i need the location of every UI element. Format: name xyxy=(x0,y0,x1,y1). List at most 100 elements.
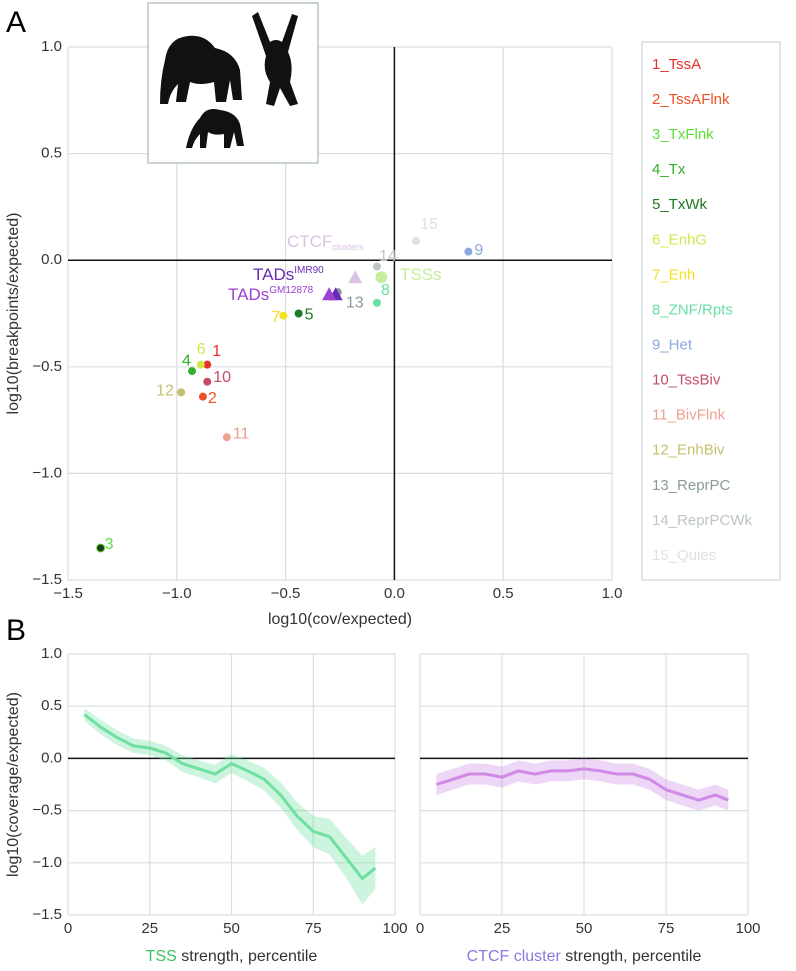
point-label: 7 xyxy=(271,309,280,326)
point-label: 6 xyxy=(197,341,206,358)
panel-label: B xyxy=(6,614,26,647)
legend-label: 15_Quies xyxy=(652,547,716,564)
feature-label-sub: clusters xyxy=(332,242,364,252)
feature-label-main: TSSs xyxy=(400,265,442,284)
x-tick-label: 0 xyxy=(416,920,424,937)
confidence-band xyxy=(84,708,376,905)
x-axis-label-part: strength, percentile xyxy=(561,948,702,965)
x-axis-label: TSS strength, percentile xyxy=(146,948,318,965)
point xyxy=(196,360,205,369)
inset xyxy=(147,2,319,164)
legend-label: 5_TxWk xyxy=(652,196,708,213)
feature-label-main: CTCF xyxy=(287,232,332,251)
confidence-band xyxy=(436,758,729,811)
point xyxy=(188,367,197,376)
panel-label: A xyxy=(6,6,26,39)
y-tick-label: −0.5 xyxy=(32,358,62,375)
y-tick-label: 0.5 xyxy=(41,145,62,162)
y-tick-label: 1.0 xyxy=(41,645,62,662)
feature-label-sup: GM12878 xyxy=(269,285,313,296)
legend-label: 6_EnhG xyxy=(652,231,707,248)
y-tick-label: −1.5 xyxy=(32,571,62,588)
feature-label: TADsIMR90 xyxy=(253,265,324,285)
x-tick-label: 25 xyxy=(141,920,158,937)
y-tick-label: 0.0 xyxy=(41,251,62,268)
y-tick-label: 1.0 xyxy=(41,38,62,55)
point xyxy=(412,237,421,246)
x-tick-label: 75 xyxy=(305,920,322,937)
x-tick-label: 100 xyxy=(735,920,760,937)
point xyxy=(279,311,288,320)
feature-label: CTCFclusters xyxy=(287,232,364,252)
legend-label: 13_ReprPC xyxy=(652,477,731,494)
legend-label: 8_ZNF/Rpts xyxy=(652,301,733,318)
silhouette-gibbon xyxy=(252,12,298,106)
x-tick-label: 0.5 xyxy=(493,585,514,602)
point-label: 14 xyxy=(379,248,397,265)
point-label: 2 xyxy=(208,390,217,407)
point-label: 15 xyxy=(420,216,438,233)
silhouette-gorilla xyxy=(160,35,242,104)
x-tick-label: 0.0 xyxy=(384,585,405,602)
point xyxy=(96,543,106,553)
legend-box xyxy=(641,41,781,581)
feature-label-main: TADs xyxy=(253,265,294,284)
point-label: 8 xyxy=(381,282,390,299)
x-tick-label: −0.5 xyxy=(271,585,301,602)
y-axis-label: log10(breakpoints/expected) xyxy=(5,213,22,415)
point xyxy=(203,377,212,386)
point-label: 4 xyxy=(182,352,191,369)
point xyxy=(177,388,186,397)
y-tick-label: −1.0 xyxy=(32,464,62,481)
feature-label: TSSs xyxy=(400,265,442,284)
point-label: 10 xyxy=(213,369,231,386)
point xyxy=(203,360,212,369)
point-label: 13 xyxy=(346,294,364,311)
feature-label: TADsGM12878 xyxy=(228,285,314,305)
x-axis-label-part: strength, percentile xyxy=(177,948,318,965)
line xyxy=(435,767,729,802)
x-tick-label: 0 xyxy=(64,920,72,937)
legend-label: 2_TssAFlnk xyxy=(652,91,730,108)
x-tick-label: 50 xyxy=(223,920,240,937)
point xyxy=(372,262,381,271)
x-tick-label: 1.0 xyxy=(602,585,623,602)
x-tick-label: 25 xyxy=(494,920,511,937)
x-tick-label: 75 xyxy=(658,920,675,937)
x-axis-label-part: CTCF cluster xyxy=(467,948,562,965)
y-axis-label: log10(coverage/expected) xyxy=(5,692,22,877)
legend-label: 4_Tx xyxy=(652,161,686,178)
y-tick-label: −1.5 xyxy=(32,906,62,923)
feature-marker xyxy=(375,271,388,284)
legend-label: 10_TssBiv xyxy=(652,372,721,389)
point-label: 9 xyxy=(474,242,483,259)
legend-label: 9_Het xyxy=(652,337,693,354)
point-label: 1 xyxy=(212,343,221,360)
feature-marker xyxy=(322,287,337,301)
point-label: 3 xyxy=(105,536,114,553)
line xyxy=(83,713,377,881)
x-tick-label: 100 xyxy=(382,920,407,937)
legend-label: 11_BivFlnk xyxy=(652,407,726,424)
point xyxy=(198,392,207,401)
legend-label: 3_TxFlnk xyxy=(652,126,714,143)
y-tick-label: −1.0 xyxy=(32,854,62,871)
x-tick-label: −1.0 xyxy=(162,585,192,602)
point xyxy=(222,433,231,442)
legend-label: 1_TssA xyxy=(652,56,701,73)
feature-label-sup: IMR90 xyxy=(294,265,324,276)
x-tick-label: −1.5 xyxy=(53,585,83,602)
y-tick-label: 0.5 xyxy=(41,697,62,714)
legend-label: 12_EnhBiv xyxy=(652,442,725,459)
point xyxy=(294,309,303,318)
feature-marker xyxy=(348,270,363,284)
y-tick-label: 0.0 xyxy=(41,749,62,766)
point xyxy=(464,247,473,256)
silhouette-chimp xyxy=(186,109,244,148)
point-label: 11 xyxy=(233,425,250,442)
x-axis-label-part: TSS xyxy=(146,948,177,965)
point-label: 5 xyxy=(305,307,314,324)
y-tick-label: −0.5 xyxy=(32,802,62,819)
x-axis-label: CTCF cluster strength, percentile xyxy=(467,948,702,965)
